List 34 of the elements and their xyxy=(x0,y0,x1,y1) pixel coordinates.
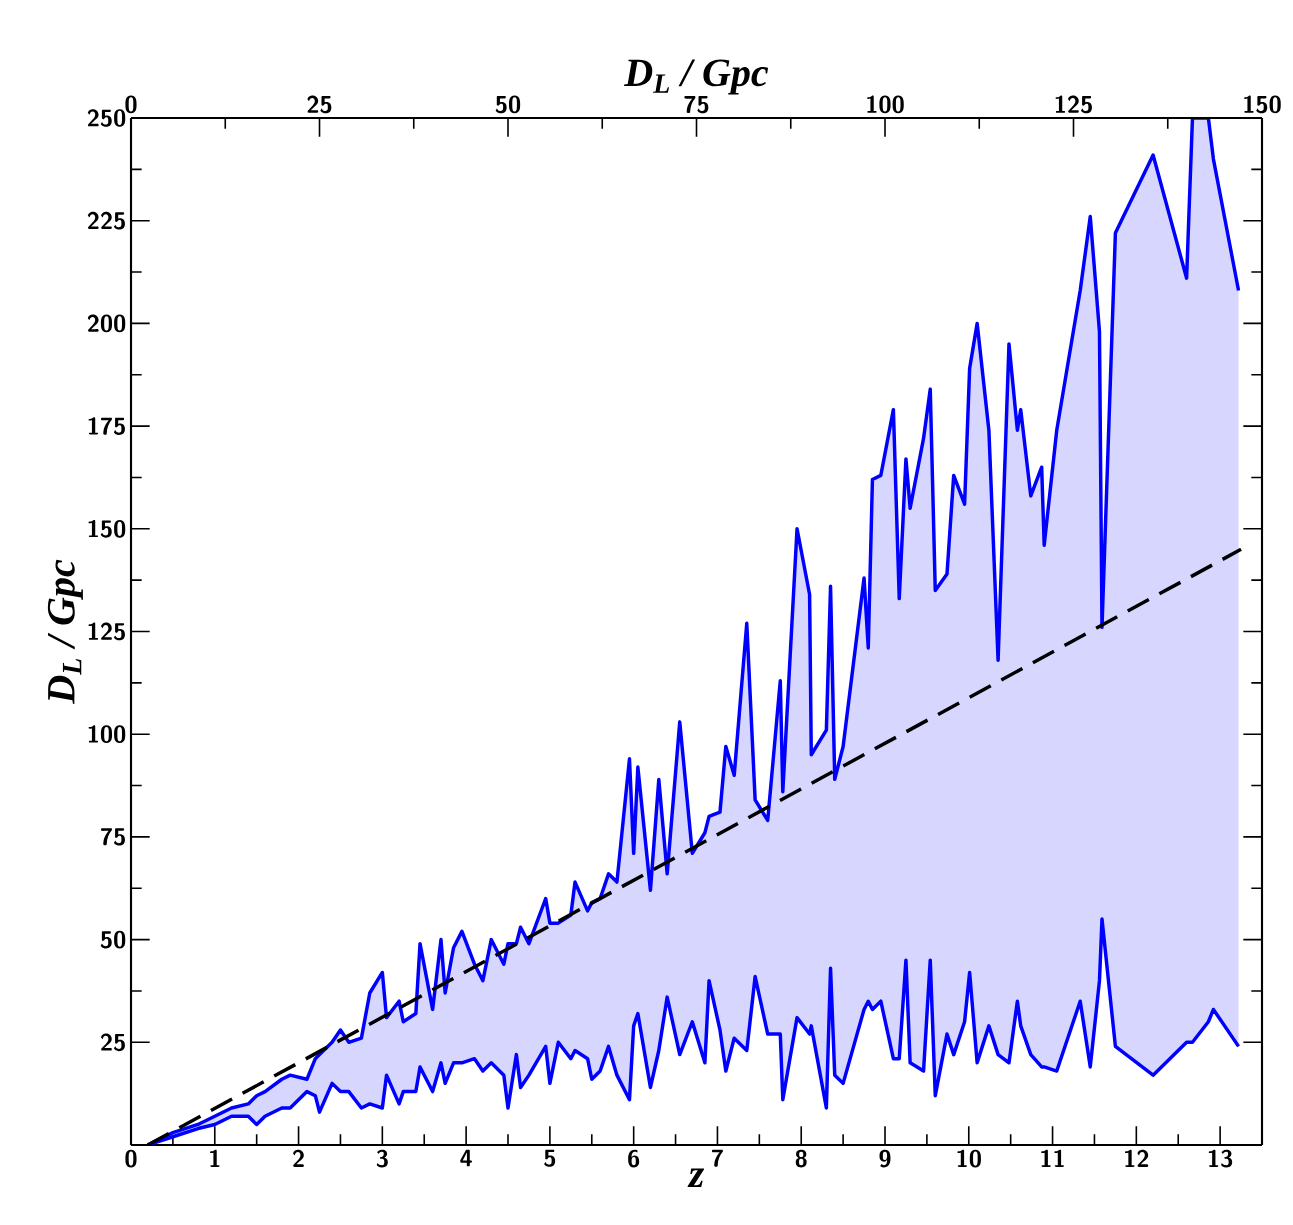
x-tick-label: 10 xyxy=(957,1149,981,1168)
x-tick-label: 2 xyxy=(293,1149,304,1167)
y-tick-label: 75 xyxy=(101,828,125,846)
x2-tick-label: 0 xyxy=(125,95,137,114)
x-tick-label: 5 xyxy=(544,1149,556,1167)
x2-tick-label: 50 xyxy=(495,95,521,114)
x-tick-label: 3 xyxy=(376,1149,388,1168)
x-axis-title: z xyxy=(687,1168,705,1187)
x2-tick-label: 25 xyxy=(307,95,332,114)
y-tick-label: 150 xyxy=(88,519,126,538)
x-tick-label: 0 xyxy=(125,1149,137,1168)
y-tick-label: 200 xyxy=(87,314,126,333)
x2-tick-label: 150 xyxy=(1244,95,1281,114)
y-tick-label: 175 xyxy=(88,417,125,435)
x-tick-label: 9 xyxy=(879,1149,891,1168)
y-axis-title: D$_{L}$ / Gpc xyxy=(47,559,83,704)
x2-tick-label: 75 xyxy=(684,96,709,114)
x-tick-label: 6 xyxy=(628,1149,640,1168)
x-tick-label: 4 xyxy=(460,1149,472,1167)
y-tick-label: 100 xyxy=(88,725,126,744)
y-tick-label: 125 xyxy=(88,622,125,641)
x2-tick-label: 100 xyxy=(867,95,904,114)
y-tick-label: 250 xyxy=(87,109,126,127)
x-tick-label: 7 xyxy=(711,1149,723,1167)
y-tick-label: 25 xyxy=(101,1033,125,1052)
x-tick-label: 11 xyxy=(1041,1149,1064,1167)
y-tick-label: 50 xyxy=(100,930,126,949)
y-tick-label: 225 xyxy=(87,211,125,230)
x2-tick-label: 125 xyxy=(1055,95,1092,114)
x-tick-label: 1 xyxy=(210,1149,220,1167)
x-tick-label: 12 xyxy=(1124,1149,1149,1167)
x-tick-label: 13 xyxy=(1208,1149,1233,1168)
x2-axis-title: D$_{L}$ / Gpc xyxy=(624,59,769,95)
x-tick-label: 8 xyxy=(795,1149,807,1168)
